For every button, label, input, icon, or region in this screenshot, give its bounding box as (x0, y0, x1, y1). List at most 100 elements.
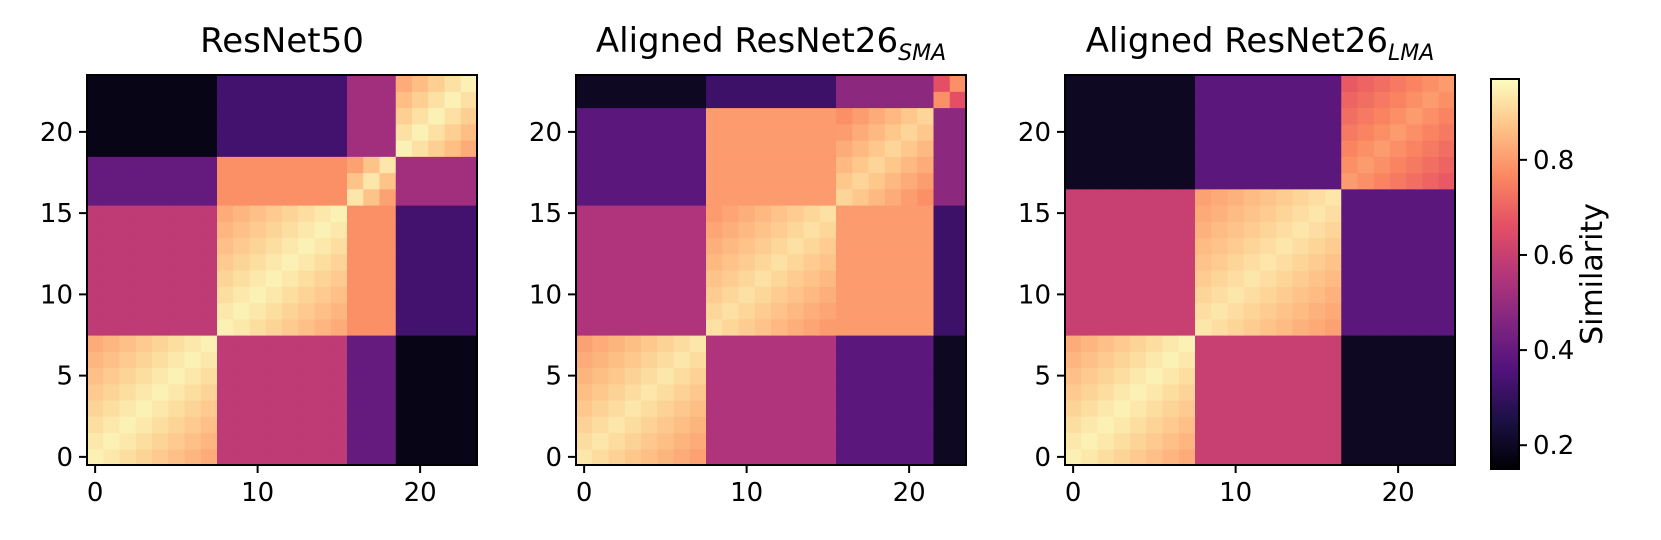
heatmap-cell (282, 432, 299, 450)
heatmap-cell (1357, 172, 1375, 190)
heatmap-cell (379, 318, 397, 336)
heatmap-cell (282, 416, 299, 434)
heatmap-cell (1097, 123, 1115, 141)
heatmap-cell (444, 205, 462, 222)
heatmap-cell (673, 140, 691, 157)
heatmap-cell (1325, 318, 1342, 336)
heatmap-cell (314, 123, 332, 141)
heatmap-cell (460, 286, 478, 304)
heatmap-cell (152, 302, 169, 320)
heatmap-cell (330, 335, 348, 352)
heatmap-cell (1065, 286, 1082, 304)
heatmap-cell (103, 416, 121, 434)
heatmap-cell (1422, 156, 1440, 174)
heatmap-cell (135, 286, 153, 304)
heatmap-cell (1390, 237, 1407, 255)
heatmap-cell (933, 91, 951, 109)
heatmap-cell (738, 140, 756, 157)
heatmap-cell (706, 140, 723, 157)
heatmap-cell (412, 253, 429, 271)
heatmap-cell (1162, 253, 1180, 271)
heatmap-cell (1178, 123, 1196, 141)
heatmap-cell (1227, 400, 1245, 417)
heatmap-cell (379, 123, 397, 141)
heatmap-cell (1195, 383, 1212, 401)
heatmap-cell (412, 188, 429, 206)
heatmap-cell (706, 123, 723, 141)
heatmap-cell (1276, 432, 1294, 450)
heatmap-cell (608, 367, 626, 385)
heatmap-cell (1292, 448, 1310, 466)
heatmap-cell (363, 107, 381, 125)
heatmap-cell (689, 253, 707, 271)
heatmap-cell (787, 91, 805, 109)
heatmap-cell (1178, 75, 1196, 92)
heatmap-cell (1227, 205, 1245, 222)
heatmap-cell (1438, 221, 1456, 239)
heatmap-cell (836, 172, 853, 190)
heatmap-cell (233, 367, 251, 385)
heatmap-cell (152, 188, 169, 206)
heatmap-cell (1292, 302, 1310, 320)
heatmap-cell (1211, 107, 1229, 125)
heatmap-cell (1276, 400, 1294, 417)
heatmap-cell (282, 205, 299, 222)
heatmap-cell (1195, 253, 1212, 271)
heatmap-cell (1195, 302, 1212, 320)
heatmap-cell (819, 432, 837, 450)
heatmap-cell (1422, 335, 1440, 352)
heatmap-cell (608, 107, 626, 125)
heatmap-cell (771, 286, 788, 304)
heatmap-cell (1065, 188, 1082, 206)
heatmap-cell (103, 448, 121, 466)
heatmap-cell (363, 140, 381, 157)
heatmap-cell (803, 286, 821, 304)
heatmap-cell (722, 270, 740, 287)
heatmap-cell (1341, 253, 1359, 271)
heatmap-cell (1081, 270, 1099, 287)
heatmap-cell (1260, 416, 1277, 434)
heatmap-cell (868, 367, 886, 385)
heatmap-cell (819, 237, 837, 255)
heatmap-cell (1373, 448, 1391, 466)
heatmap-cell (1341, 302, 1359, 320)
heatmap-cell (917, 318, 935, 336)
heatmap-cell (592, 367, 610, 385)
heatmap-cell (460, 107, 478, 125)
heatmap-cell (1406, 286, 1424, 304)
heatmap-cell (689, 286, 707, 304)
heatmap-cell (673, 270, 691, 287)
heatmap-cell (330, 367, 348, 385)
heatmap-cell (592, 107, 610, 125)
heatmap-cell (200, 351, 218, 369)
heatmap-cell (265, 237, 283, 255)
heatmap-cell (787, 335, 805, 352)
heatmap-cell (217, 205, 234, 222)
heatmap-cell (1390, 335, 1407, 352)
heatmap-cell (933, 123, 951, 141)
heatmap-cell (184, 400, 202, 417)
heatmap-cell (249, 91, 267, 109)
heatmap-cell (754, 367, 772, 385)
heatmap-cell (1227, 432, 1245, 450)
heatmap-cell (657, 335, 675, 352)
heatmap-cell (395, 75, 413, 92)
heatmap-cell (265, 416, 283, 434)
heatmap-cell (608, 205, 626, 222)
heatmap-cell (103, 221, 121, 239)
heatmap-cell (1227, 367, 1245, 385)
heatmap-cell (706, 351, 723, 369)
heatmap-cell (706, 270, 723, 287)
heatmap-cell (265, 351, 283, 369)
heatmap-cell (917, 302, 935, 320)
heatmap-cell (330, 351, 348, 369)
heatmap-cells-3 (1065, 75, 1456, 466)
heatmap-cell (428, 416, 446, 434)
heatmap-cell (412, 91, 429, 109)
heatmap-cell (1390, 140, 1407, 157)
heatmap-cell (592, 253, 610, 271)
heatmap-cell (884, 286, 902, 304)
heatmap-cell (1341, 383, 1359, 401)
heatmap-cell (592, 270, 610, 287)
